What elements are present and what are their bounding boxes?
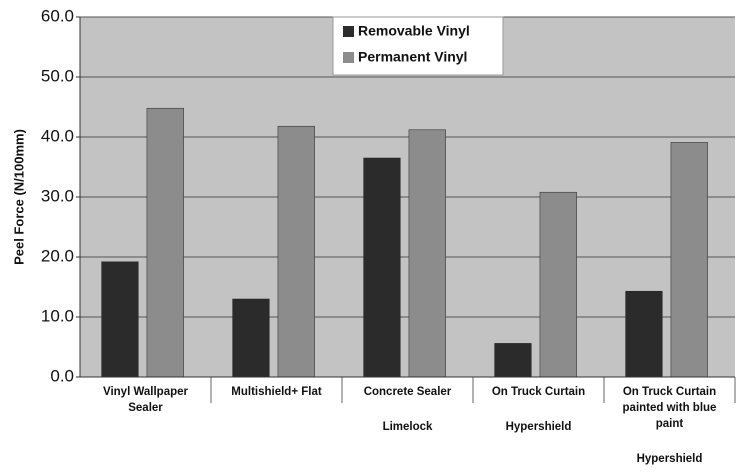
x-subcategory-label: Hypershield	[506, 421, 572, 433]
legend: Removable Vinyl Permanent Vinyl	[332, 16, 504, 76]
bar	[363, 157, 401, 378]
y-tick-label: 40.0	[41, 126, 74, 145]
legend-swatch	[343, 52, 354, 63]
x-tick-label: On Truck Curtain	[492, 386, 585, 398]
bar	[146, 107, 184, 378]
y-tick-label: 30.0	[41, 186, 74, 205]
legend-label: Removable Vinyl	[358, 23, 470, 39]
y-axis-title: Peel Force (N/100mm)	[11, 129, 26, 265]
bar	[670, 142, 708, 378]
bar	[539, 191, 577, 378]
legend-label: Permanent Vinyl	[358, 49, 467, 65]
x-tick-label: Concrete Sealer	[364, 386, 452, 398]
y-tick-label: 50.0	[41, 66, 74, 85]
legend-swatch	[343, 26, 354, 37]
bar	[625, 290, 663, 378]
y-tick-label: 10.0	[41, 306, 74, 325]
bar	[101, 261, 139, 378]
x-tick-label: On Truck Curtain painted with blue paint	[623, 386, 717, 430]
x-subcategory-label: Limelock	[383, 421, 433, 433]
bar	[408, 129, 446, 378]
bar	[277, 125, 315, 378]
x-tick-label: Vinyl Wallpaper Sealer	[103, 386, 189, 414]
y-tick-label: 20.0	[41, 246, 74, 265]
x-subcategory-label: Hypershield	[637, 453, 703, 465]
bar	[232, 298, 270, 378]
y-tick-label: 0.0	[50, 366, 74, 385]
legend-box	[332, 16, 504, 76]
y-tick-label: 60.0	[41, 6, 74, 25]
x-tick-label: Multishield+ Flat	[231, 386, 322, 398]
bar	[494, 343, 532, 378]
